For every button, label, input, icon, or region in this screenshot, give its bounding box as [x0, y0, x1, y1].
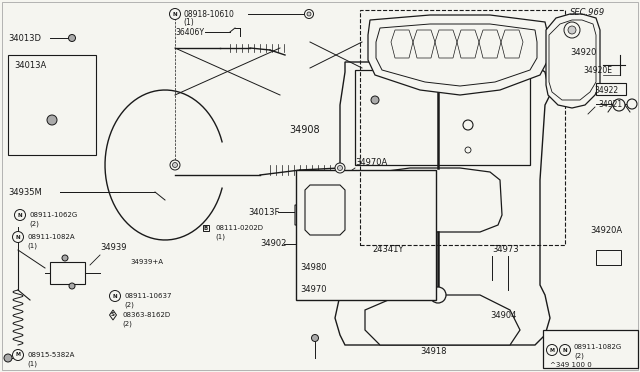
Text: 34922: 34922 — [594, 86, 618, 94]
Text: 08911-10637: 08911-10637 — [124, 293, 172, 299]
Text: B: B — [204, 225, 208, 231]
Text: 34904: 34904 — [490, 311, 516, 320]
Bar — [203, 225, 209, 231]
Text: 08111-0202D: 08111-0202D — [215, 225, 263, 231]
Circle shape — [109, 291, 120, 301]
Bar — [296, 170, 436, 300]
Text: 34970: 34970 — [300, 285, 326, 295]
Polygon shape — [335, 62, 550, 345]
Text: 08911-1062G: 08911-1062G — [29, 212, 77, 218]
Circle shape — [394, 281, 402, 289]
Bar — [596, 83, 626, 95]
Text: (1): (1) — [27, 243, 37, 249]
Polygon shape — [365, 295, 520, 345]
Polygon shape — [376, 24, 537, 86]
Text: 08918-10610: 08918-10610 — [183, 10, 234, 19]
Circle shape — [13, 231, 24, 243]
Circle shape — [15, 209, 26, 221]
Circle shape — [173, 163, 177, 167]
Circle shape — [305, 10, 314, 19]
Text: M: M — [15, 353, 20, 357]
Polygon shape — [109, 310, 116, 320]
Text: 34920A: 34920A — [590, 225, 622, 234]
Polygon shape — [546, 14, 600, 108]
Text: N: N — [563, 347, 567, 353]
Text: (1): (1) — [215, 234, 225, 240]
Circle shape — [430, 287, 446, 303]
Text: 34902: 34902 — [260, 240, 286, 248]
Text: 34908: 34908 — [290, 125, 320, 135]
Circle shape — [568, 26, 576, 34]
Text: 08911-1082G: 08911-1082G — [574, 344, 622, 350]
Text: 34921: 34921 — [598, 99, 622, 109]
Text: 36406Y: 36406Y — [175, 28, 204, 36]
Polygon shape — [368, 15, 548, 95]
Text: 34980: 34980 — [300, 263, 326, 273]
Text: N: N — [173, 12, 177, 16]
Text: 34013D: 34013D — [8, 33, 41, 42]
Polygon shape — [305, 185, 345, 235]
Circle shape — [68, 35, 76, 42]
Text: 24341Y: 24341Y — [372, 246, 403, 254]
Bar — [8, 55, 96, 155]
Text: N: N — [113, 294, 117, 298]
Text: (2): (2) — [124, 302, 134, 308]
Text: 08915-5382A: 08915-5382A — [27, 352, 74, 358]
Text: (2): (2) — [122, 321, 132, 327]
Circle shape — [371, 96, 379, 104]
Polygon shape — [370, 168, 502, 232]
Text: 34013F: 34013F — [248, 208, 280, 217]
Circle shape — [62, 255, 68, 261]
Text: (2): (2) — [29, 221, 39, 227]
Circle shape — [627, 99, 637, 109]
Circle shape — [312, 334, 319, 341]
Circle shape — [335, 163, 345, 173]
Text: (1): (1) — [27, 361, 37, 367]
Circle shape — [4, 354, 12, 362]
Text: 34973: 34973 — [492, 246, 518, 254]
Circle shape — [559, 344, 570, 356]
Circle shape — [47, 115, 57, 125]
Text: 34970A: 34970A — [355, 157, 387, 167]
Circle shape — [13, 350, 24, 360]
Text: 08363-8162D: 08363-8162D — [122, 312, 170, 318]
Text: N: N — [18, 212, 22, 218]
Text: N: N — [16, 234, 20, 240]
Circle shape — [170, 160, 180, 170]
Polygon shape — [295, 205, 315, 225]
Text: ^349 100 0: ^349 100 0 — [550, 362, 592, 368]
Text: 34920E: 34920E — [583, 65, 612, 74]
Circle shape — [315, 195, 325, 205]
Text: S: S — [111, 312, 115, 317]
Circle shape — [170, 9, 180, 19]
Bar — [543, 330, 638, 368]
Bar — [50, 262, 85, 284]
Bar — [596, 250, 621, 265]
Text: M: M — [550, 347, 554, 353]
Text: (2): (2) — [574, 353, 584, 359]
Bar — [355, 70, 530, 165]
Text: SEC.969: SEC.969 — [570, 7, 605, 16]
Text: 34920: 34920 — [570, 48, 596, 57]
Circle shape — [465, 147, 471, 153]
Text: 34939+A: 34939+A — [130, 259, 163, 265]
Text: 34918: 34918 — [420, 347, 447, 356]
Text: 34013A: 34013A — [14, 61, 46, 70]
Circle shape — [69, 283, 75, 289]
Circle shape — [547, 344, 557, 356]
Bar — [360, 10, 565, 245]
Circle shape — [307, 12, 311, 16]
Text: 34939: 34939 — [100, 244, 127, 253]
Text: 34935M: 34935M — [8, 187, 42, 196]
Circle shape — [613, 99, 625, 111]
Circle shape — [337, 166, 342, 170]
Circle shape — [463, 120, 473, 130]
Text: 08911-1082A: 08911-1082A — [27, 234, 75, 240]
Text: (1): (1) — [183, 17, 194, 26]
Polygon shape — [549, 20, 596, 100]
